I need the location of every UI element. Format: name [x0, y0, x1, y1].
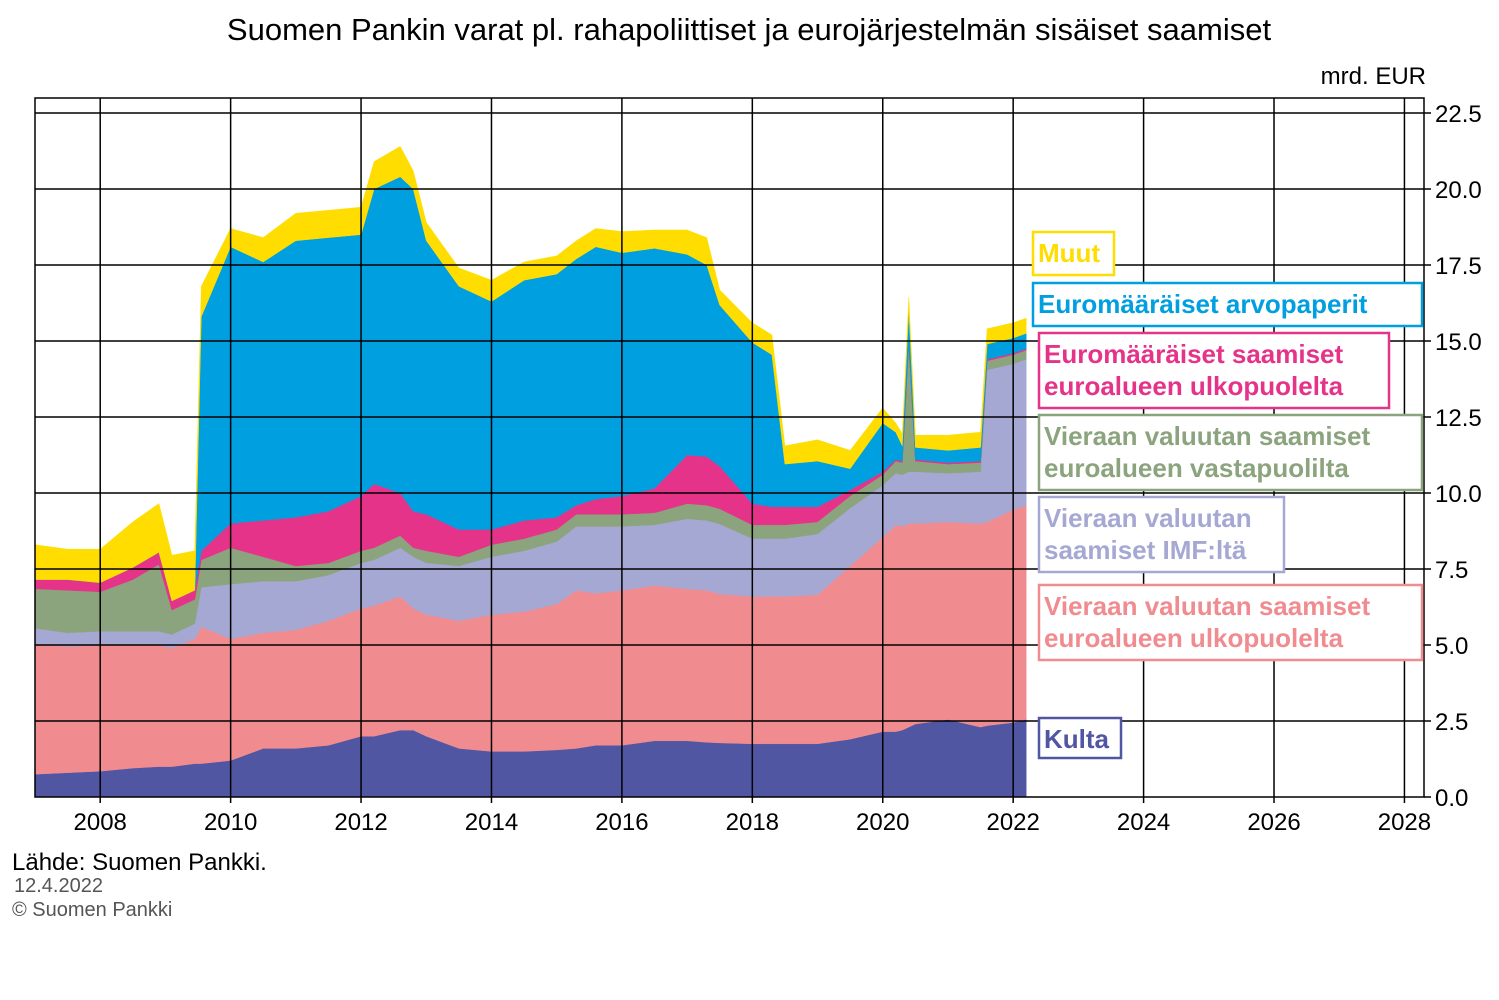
chart-title: Suomen Pankin varat pl. rahapoliittiset …: [227, 12, 1272, 47]
legend-box: [1037, 716, 1123, 760]
unit-label: mrd. EUR: [1321, 63, 1426, 90]
legend-item: Muut: [1031, 230, 1116, 277]
copyright-note: © Suomen Pankki: [12, 899, 172, 921]
legend-label: euroalueen ulkopuolelta: [1044, 623, 1344, 653]
legend-box: [1037, 495, 1286, 574]
x-tick-label: 2022: [986, 809, 1039, 836]
date-note: 12.4.2022: [14, 875, 103, 897]
legend-box: [1031, 281, 1424, 328]
y-tick-label: 5.0: [1435, 633, 1468, 660]
legend-label: Kulta: [1044, 724, 1110, 754]
y-tick-label: 10.0: [1435, 481, 1482, 508]
plot-frame: [34, 97, 1425, 798]
legend-item: Kulta: [1037, 716, 1123, 760]
legend-box: [1037, 583, 1424, 662]
legend-box: [1037, 331, 1391, 410]
y-tick-label: 17.5: [1435, 253, 1482, 280]
y-tick-label: 22.5: [1435, 101, 1482, 128]
legend-label: saamiset IMF:ltä: [1044, 535, 1247, 565]
y-tick-label: 2.5: [1435, 709, 1468, 736]
x-tick-label: 2010: [204, 809, 257, 836]
x-tick-label: 2012: [334, 809, 387, 836]
legend-label: euroalueen vastapuolilta: [1044, 453, 1349, 483]
x-axis: 2008 2010 2012 2014 2016 2018 2020 2022 2024 2026…: [74, 797, 1431, 836]
y-tick-label: 15.0: [1435, 329, 1482, 356]
x-tick-label: 2020: [856, 809, 909, 836]
legend-label: Euromääräiset arvopaperit: [1038, 289, 1368, 319]
legend-label: Euromääräiset saamiset: [1044, 339, 1344, 369]
legend-box: [1037, 413, 1424, 492]
legend-item: Euromääräiset arvopaperit: [1031, 281, 1424, 328]
x-tick-label: 2018: [726, 809, 779, 836]
y-axis: 0.0 2.5 5.0 7.5 10.0 12.5 15.0 17.5 20.0 22.5: [1424, 101, 1482, 812]
legend-label: Muut: [1038, 238, 1100, 268]
x-tick-label: 2028: [1378, 809, 1431, 836]
area-layer: [34, 146, 1027, 798]
legend: Muut Euromääräiset arvopaperit Euromääräis…: [1031, 230, 1424, 760]
y-tick-label: 0.0: [1435, 785, 1468, 812]
legend-label: euroalueen ulkopuolelta: [1044, 371, 1344, 401]
legend-label: Vieraan valuutan saamiset: [1044, 421, 1370, 451]
x-tick-label: 2014: [465, 809, 518, 836]
area-series-6: [34, 146, 1027, 602]
legend-label: Vieraan valuutan: [1044, 503, 1252, 533]
x-tick-label: 2026: [1247, 809, 1300, 836]
x-tick-label: 2008: [74, 809, 127, 836]
x-tick-label: 2024: [1117, 809, 1170, 836]
legend-box: [1031, 230, 1116, 277]
y-tick-label: 12.5: [1435, 405, 1482, 432]
legend-label: Vieraan valuutan saamiset: [1044, 591, 1370, 621]
y-tick-label: 20.0: [1435, 177, 1482, 204]
y-tick-label: 7.5: [1435, 557, 1468, 584]
x-tick-label: 2016: [595, 809, 648, 836]
source-note: Lähde: Suomen Pankki.: [12, 849, 267, 876]
